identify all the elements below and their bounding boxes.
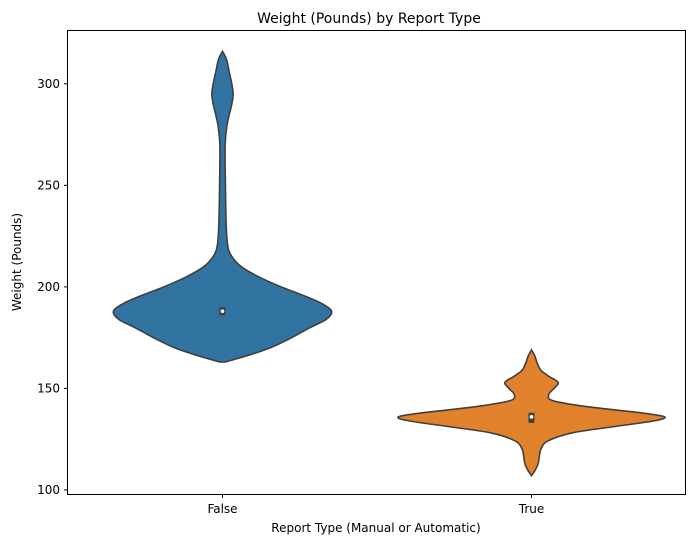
y-tick-label: 300 [37,77,60,91]
violin-false [112,49,333,363]
x-tick-label: True [518,502,545,516]
median-point-true [529,415,534,419]
chart-title: Weight (Pounds) by Report Type [257,11,481,27]
y-tick-label: 200 [37,280,60,294]
y-tick-label: 100 [37,483,60,497]
x-axis: False True [207,494,544,516]
y-axis: 100 150 200 250 300 [37,77,68,497]
x-tick-label: False [207,502,237,516]
violin-true [397,348,666,478]
plot-frame [67,30,686,495]
violin-group [112,49,666,478]
x-axis-label: Report Type (Manual or Automatic) [271,521,480,535]
y-tick-label: 250 [37,178,60,192]
y-axis-label: Weight (Pounds) [10,213,24,311]
y-tick-label: 150 [37,381,60,395]
median-point-false [220,309,225,314]
